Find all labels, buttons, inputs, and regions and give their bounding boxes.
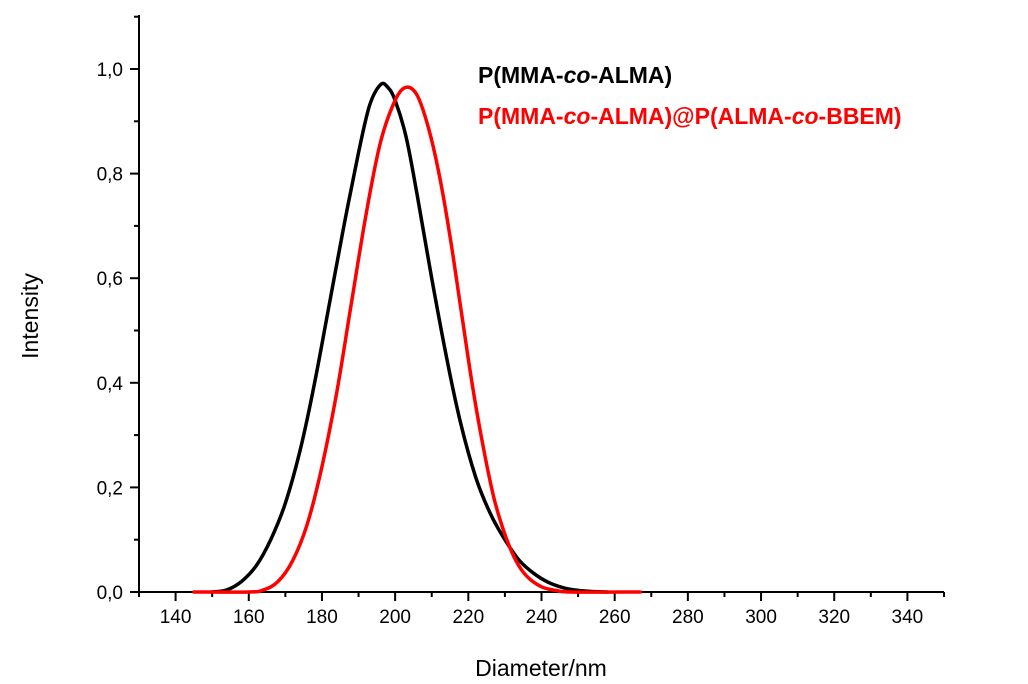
axes xyxy=(139,15,944,592)
y-tick-label: 0,8 xyxy=(97,165,123,186)
x-tick-label: 180 xyxy=(306,607,338,628)
x-tick-label: 200 xyxy=(379,607,411,628)
legend-entry-2: P(MMA-co-ALMA)@P(ALMA-co-BBEM) xyxy=(478,103,902,129)
x-tick-label: 140 xyxy=(160,607,192,628)
y-tick-label: 0,6 xyxy=(97,269,123,290)
series-line-1 xyxy=(212,83,607,592)
y-axis-title: Intensity xyxy=(17,273,43,359)
x-tick-label: 320 xyxy=(818,607,850,628)
legend-text-part: co xyxy=(792,103,819,129)
legend-text-part: -BBEM) xyxy=(819,103,902,129)
x-tick-label: 220 xyxy=(452,607,484,628)
x-tick-label: 160 xyxy=(233,607,265,628)
legend-text-part: -ALMA)@P(ALMA- xyxy=(590,103,791,129)
y-tick-label: 1,0 xyxy=(97,60,123,81)
series xyxy=(194,83,640,592)
x-tick-label: 280 xyxy=(672,607,704,628)
legend-entry-1: P(MMA-co-ALMA) xyxy=(478,62,672,88)
legend-text-part: co xyxy=(564,62,591,88)
legend-text-part: co xyxy=(564,103,591,129)
x-tick-label: 240 xyxy=(526,607,558,628)
legend: P(MMA-co-ALMA)P(MMA-co-ALMA)@P(ALMA-co-B… xyxy=(478,62,902,129)
x-tick-label: 300 xyxy=(745,607,777,628)
legend-text-part: P(MMA- xyxy=(478,103,564,129)
x-axis-title: Diameter/nm xyxy=(475,655,607,681)
y-tick-label: 0,0 xyxy=(97,583,123,604)
legend-text-part: P(MMA- xyxy=(478,62,564,88)
legend-text-part: -ALMA) xyxy=(590,62,672,88)
x-tick-label: 340 xyxy=(892,607,924,628)
y-tick-label: 0,4 xyxy=(97,374,124,395)
x-tick-label: 260 xyxy=(599,607,631,628)
y-tick-label: 0,2 xyxy=(97,478,123,499)
series-line-2 xyxy=(194,87,640,592)
